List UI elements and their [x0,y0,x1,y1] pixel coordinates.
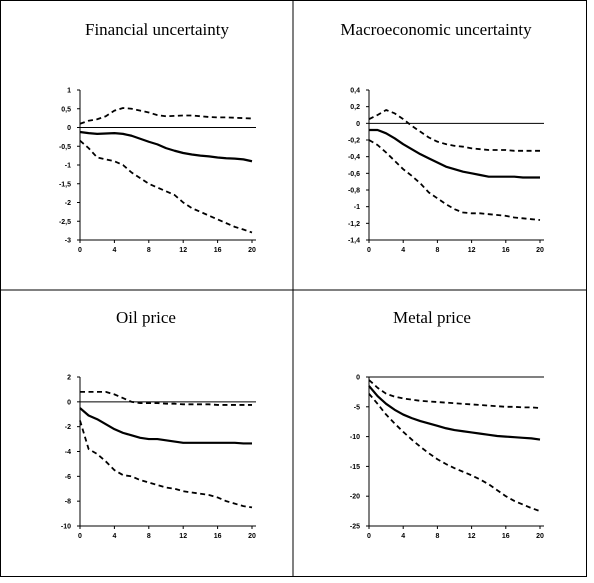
metal-price-median-line [368,385,541,441]
macroeconomic-uncertainty-y-tick-label: 0 [356,121,360,128]
financial-uncertainty-median-line [79,130,253,163]
financial-uncertainty-y-tick-label: 1 [67,88,71,95]
financial-uncertainty-x-tick-label: 8 [147,247,151,254]
metal-price-x-tick-label: 16 [502,533,510,540]
oil-price-y-tick-label: 0 [67,399,71,406]
macroeconomic-uncertainty-x-tick-label: 20 [536,247,544,254]
macroeconomic-uncertainty-y-tick-label: -0,2 [348,138,360,145]
metal-price-y-tick-label: -5 [354,404,360,411]
financial-uncertainty-x-tick-label: 4 [112,247,116,254]
macroeconomic-uncertainty-median-line [369,128,540,179]
macroeconomic-uncertainty-x-tick-label: 0 [367,247,371,254]
oil-price-y-tick-label: -10 [61,524,71,531]
metal-price-panel: Metal price 0 -5 -10 -15 -20 -25 0 4 8 12 16 20 [350,308,544,540]
financial-uncertainty-lower-line [79,139,253,234]
financial-uncertainty-title: Financial uncertainty [85,20,229,39]
financial-uncertainty-y-tick-label: 0,5 [61,106,71,113]
macroeconomic-uncertainty-y-tick-label: 0,2 [350,104,360,111]
macroeconomic-uncertainty-upper-line [368,109,540,152]
oil-price-x-tick-label: 4 [112,533,116,540]
oil-price-y-tick-label: -4 [65,449,71,456]
financial-uncertainty-upper-line [79,107,253,125]
metal-price-x-tick-label: 4 [401,533,405,540]
financial-uncertainty-x-tick-label: 16 [214,247,222,254]
oil-price-x-tick-label: 8 [147,533,151,540]
metal-price-y-tick-label: 0 [356,375,360,382]
financial-uncertainty-x-tick-label: 12 [179,247,187,254]
oil-price-y-tick-label: 2 [67,375,71,382]
financial-uncertainty-x-tick-label: 0 [78,247,82,254]
oil-price-x-tick-label: 0 [78,533,82,540]
financial-uncertainty-y-tick-label: -1,5 [59,181,71,188]
macroeconomic-uncertainty-x-tick-label: 16 [502,247,510,254]
financial-uncertainty-y-tick-label: -2,5 [59,219,71,226]
metal-price-y-tick-label: -10 [350,434,360,441]
metal-price-y-tick-label: -25 [350,524,360,531]
financial-uncertainty-x-tick-label: 20 [248,247,256,254]
oil-price-title: Oil price [116,308,176,327]
macroeconomic-uncertainty-y-tick-label: -1,4 [348,238,360,245]
oil-price-y-tick-label: -6 [65,474,71,481]
metal-price-upper-line [368,379,541,409]
oil-price-lower-line [79,420,253,509]
oil-price-x-tick-label: 16 [214,533,222,540]
financial-uncertainty-y-tick-label: -2 [65,200,71,207]
metal-price-x-tick-label: 20 [536,533,544,540]
oil-price-upper-line [80,390,252,406]
macroeconomic-uncertainty-x-tick-label: 8 [435,247,439,254]
macroeconomic-uncertainty-y-tick-label: -0,4 [348,154,360,161]
macroeconomic-uncertainty-y-tick-label: -1 [354,204,360,211]
macroeconomic-uncertainty-x-tick-label: 12 [468,247,476,254]
macroeconomic-uncertainty-title: Macroeconomic uncertainty [340,20,532,39]
metal-price-x-tick-label: 12 [468,533,476,540]
financial-uncertainty-y-tick-label: -1 [65,163,71,170]
oil-price-y-tick-label: -2 [65,424,71,431]
macroeconomic-uncertainty-y-tick-label: -1,2 [348,221,360,228]
metal-price-y-tick-label: -20 [350,494,360,501]
metal-price-y-tick-label: -15 [350,464,360,471]
financial-uncertainty-y-tick-label: -0,5 [59,144,71,151]
financial-uncertainty-panel: Financial uncertainty 1 0,5 0 -0,5 -1 -1,5 -2 -2… [59,20,256,254]
metal-price-lower-line [368,393,541,512]
metal-price-x-tick-label: 0 [367,533,371,540]
macroeconomic-uncertainty-y-tick-label: -0,6 [348,171,360,178]
macroeconomic-uncertainty-lower-line [368,139,541,221]
macroeconomic-uncertainty-y-tick-label: 0,4 [350,88,360,95]
metal-price-x-tick-label: 8 [435,533,439,540]
macroeconomic-uncertainty-panel: Macroeconomic uncertainty 0,4 0,2 0 -0,2 -0,4… [340,20,544,254]
oil-price-y-tick-label: -8 [65,499,71,506]
macroeconomic-uncertainty-y-tick-label: -0,8 [348,188,360,195]
oil-price-x-tick-label: 12 [179,533,187,540]
financial-uncertainty-y-tick-label: -3 [65,238,71,245]
macroeconomic-uncertainty-x-tick-label: 4 [401,247,405,254]
oil-price-x-tick-label: 20 [248,533,256,540]
financial-uncertainty-y-tick-label: 0 [67,125,71,132]
oil-price-median-line [79,407,252,445]
metal-price-title: Metal price [393,308,471,327]
